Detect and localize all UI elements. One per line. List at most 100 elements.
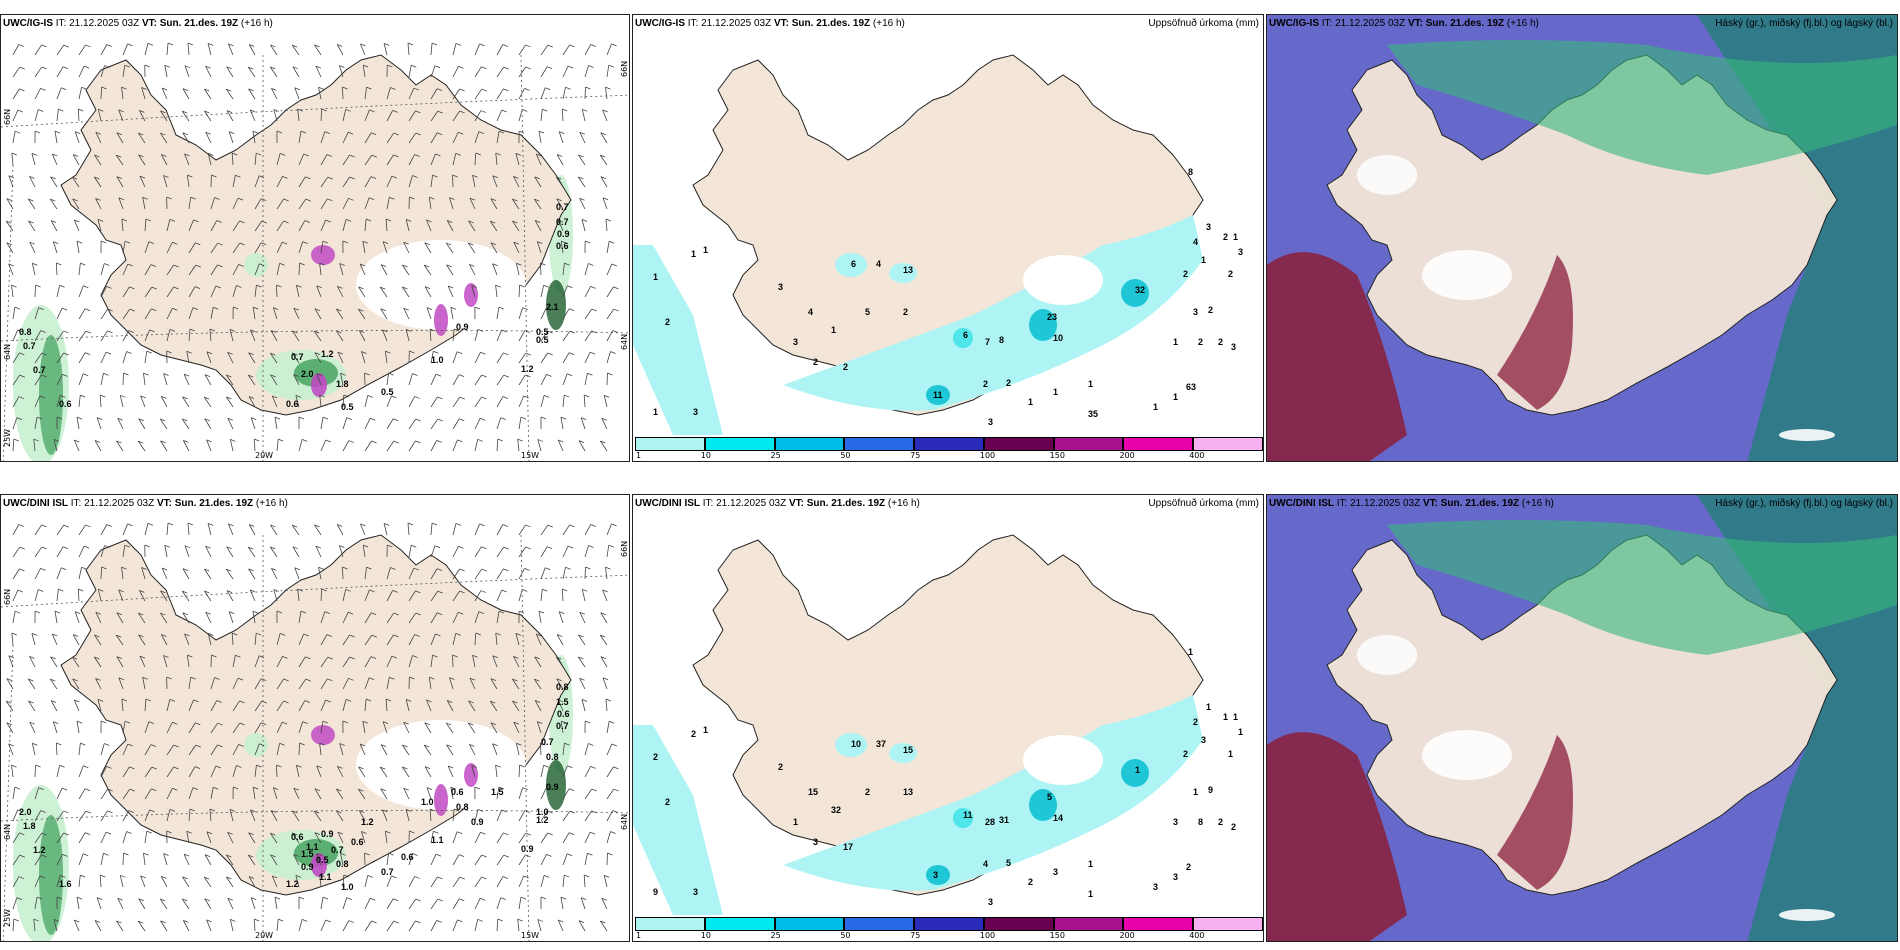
wind-barb bbox=[210, 700, 218, 712]
wind-barb bbox=[364, 197, 370, 210]
wind-barb bbox=[54, 131, 58, 144]
wind-barb bbox=[34, 284, 36, 298]
wind-barb bbox=[534, 220, 542, 232]
wind-barb-tick bbox=[11, 284, 17, 288]
wind-barb-tick bbox=[169, 698, 175, 702]
wind-barb bbox=[271, 568, 278, 580]
snowfall-area bbox=[311, 725, 335, 745]
wind-barb-tick bbox=[272, 875, 278, 879]
wind-barb bbox=[209, 329, 212, 342]
accum-precip-label: 11 bbox=[963, 810, 973, 820]
wind-barb bbox=[182, 612, 190, 624]
wind-barb-tick bbox=[477, 809, 484, 812]
wind-barb bbox=[28, 198, 36, 210]
wind-barb bbox=[144, 241, 150, 254]
wind-barb-tick bbox=[388, 852, 394, 856]
wind-barb-tick bbox=[543, 395, 550, 398]
wind-barb-tick bbox=[446, 242, 452, 246]
wind-barb bbox=[122, 65, 126, 78]
wind-barb-tick bbox=[578, 634, 584, 638]
wind-barb-tick bbox=[261, 700, 267, 704]
wind-barb-tick bbox=[151, 788, 157, 792]
colorbar-swatch bbox=[774, 917, 845, 931]
wind-barb-tick bbox=[560, 416, 567, 420]
wind-barb-tick bbox=[604, 394, 610, 398]
precip-accum-area bbox=[835, 253, 867, 277]
wind-barb-tick bbox=[230, 918, 236, 922]
wind-barb-tick bbox=[192, 307, 199, 311]
wind-barb bbox=[228, 131, 234, 144]
wind-barb bbox=[540, 395, 545, 408]
precip-accum-area bbox=[835, 733, 867, 757]
wind-barb bbox=[364, 589, 370, 602]
wind-barb bbox=[536, 241, 542, 254]
wind-barb bbox=[605, 699, 608, 712]
wind-barb-tick bbox=[495, 152, 501, 156]
wind-barb-tick bbox=[605, 566, 611, 570]
wind-barb bbox=[181, 418, 190, 430]
colorbar-swatch bbox=[914, 437, 984, 451]
wind-barb bbox=[8, 263, 14, 276]
wind-barbs bbox=[5, 42, 619, 452]
graticule-line bbox=[1, 574, 629, 608]
wind-barb bbox=[364, 612, 372, 624]
wind-barb bbox=[430, 612, 438, 624]
wind-barb bbox=[121, 699, 124, 712]
high-cloud-green-band bbox=[1387, 40, 1897, 175]
wind-barb-tick bbox=[53, 721, 59, 724]
precip-rate-label: 1.2 bbox=[521, 364, 534, 374]
wind-barb-tick bbox=[435, 153, 441, 157]
wind-barb-tick bbox=[540, 742, 546, 746]
wind-barb-tick bbox=[304, 220, 311, 223]
wind-barb bbox=[254, 743, 260, 756]
wind-barb-tick bbox=[76, 416, 83, 420]
wind-barb bbox=[407, 523, 410, 536]
wind-barb bbox=[474, 396, 482, 408]
wind-barb-tick bbox=[228, 523, 234, 527]
wind-barb bbox=[320, 611, 326, 624]
wind-barb bbox=[252, 787, 256, 800]
wind-barb-tick bbox=[393, 920, 399, 924]
accum-precip-label: 1 bbox=[1233, 712, 1238, 722]
wind-barb bbox=[320, 678, 328, 690]
wind-barb bbox=[28, 700, 36, 712]
wind-barb-tick bbox=[389, 196, 395, 200]
wind-barb bbox=[313, 330, 322, 342]
wind-barb-tick bbox=[478, 131, 484, 135]
wind-barb bbox=[386, 898, 394, 910]
wind-barb-tick bbox=[589, 831, 596, 835]
wind-barb-tick bbox=[520, 416, 527, 420]
wind-barb-tick bbox=[497, 438, 503, 442]
wind-barb bbox=[225, 568, 234, 580]
wind-barb bbox=[342, 132, 349, 144]
wind-barb bbox=[492, 743, 498, 756]
wind-barb-tick bbox=[38, 589, 44, 592]
wind-barb bbox=[513, 656, 520, 668]
wind-barb bbox=[166, 43, 169, 56]
wind-barb bbox=[320, 919, 327, 932]
wind-barb-tick bbox=[304, 700, 311, 703]
wind-barb-tick bbox=[458, 374, 465, 378]
wind-barb-tick bbox=[120, 394, 126, 398]
wind-barb bbox=[606, 545, 610, 558]
wind-barb-tick bbox=[14, 610, 21, 614]
accum-precip-label: 1 bbox=[1206, 702, 1211, 712]
colorbar-tick-label: 150 bbox=[1049, 451, 1065, 460]
wind-barb bbox=[205, 546, 212, 558]
wind-barb bbox=[72, 678, 80, 690]
wind-barb bbox=[164, 545, 168, 558]
wind-barb-tick bbox=[337, 286, 343, 289]
wind-barb-tick bbox=[305, 176, 311, 180]
wind-barb-tick bbox=[585, 86, 591, 90]
wind-barb-tick bbox=[61, 307, 68, 311]
wind-barb bbox=[12, 787, 16, 800]
wind-barb-tick bbox=[232, 632, 238, 636]
wind-barb-tick bbox=[147, 43, 154, 46]
wind-barb-tick bbox=[60, 395, 66, 398]
wind-barb bbox=[116, 612, 124, 624]
wind-barb-tick bbox=[232, 152, 238, 156]
wind-barb-tick bbox=[50, 656, 56, 660]
wind-barb bbox=[116, 920, 124, 932]
wind-barb-tick bbox=[160, 440, 166, 444]
wind-barb-tick bbox=[101, 86, 107, 90]
